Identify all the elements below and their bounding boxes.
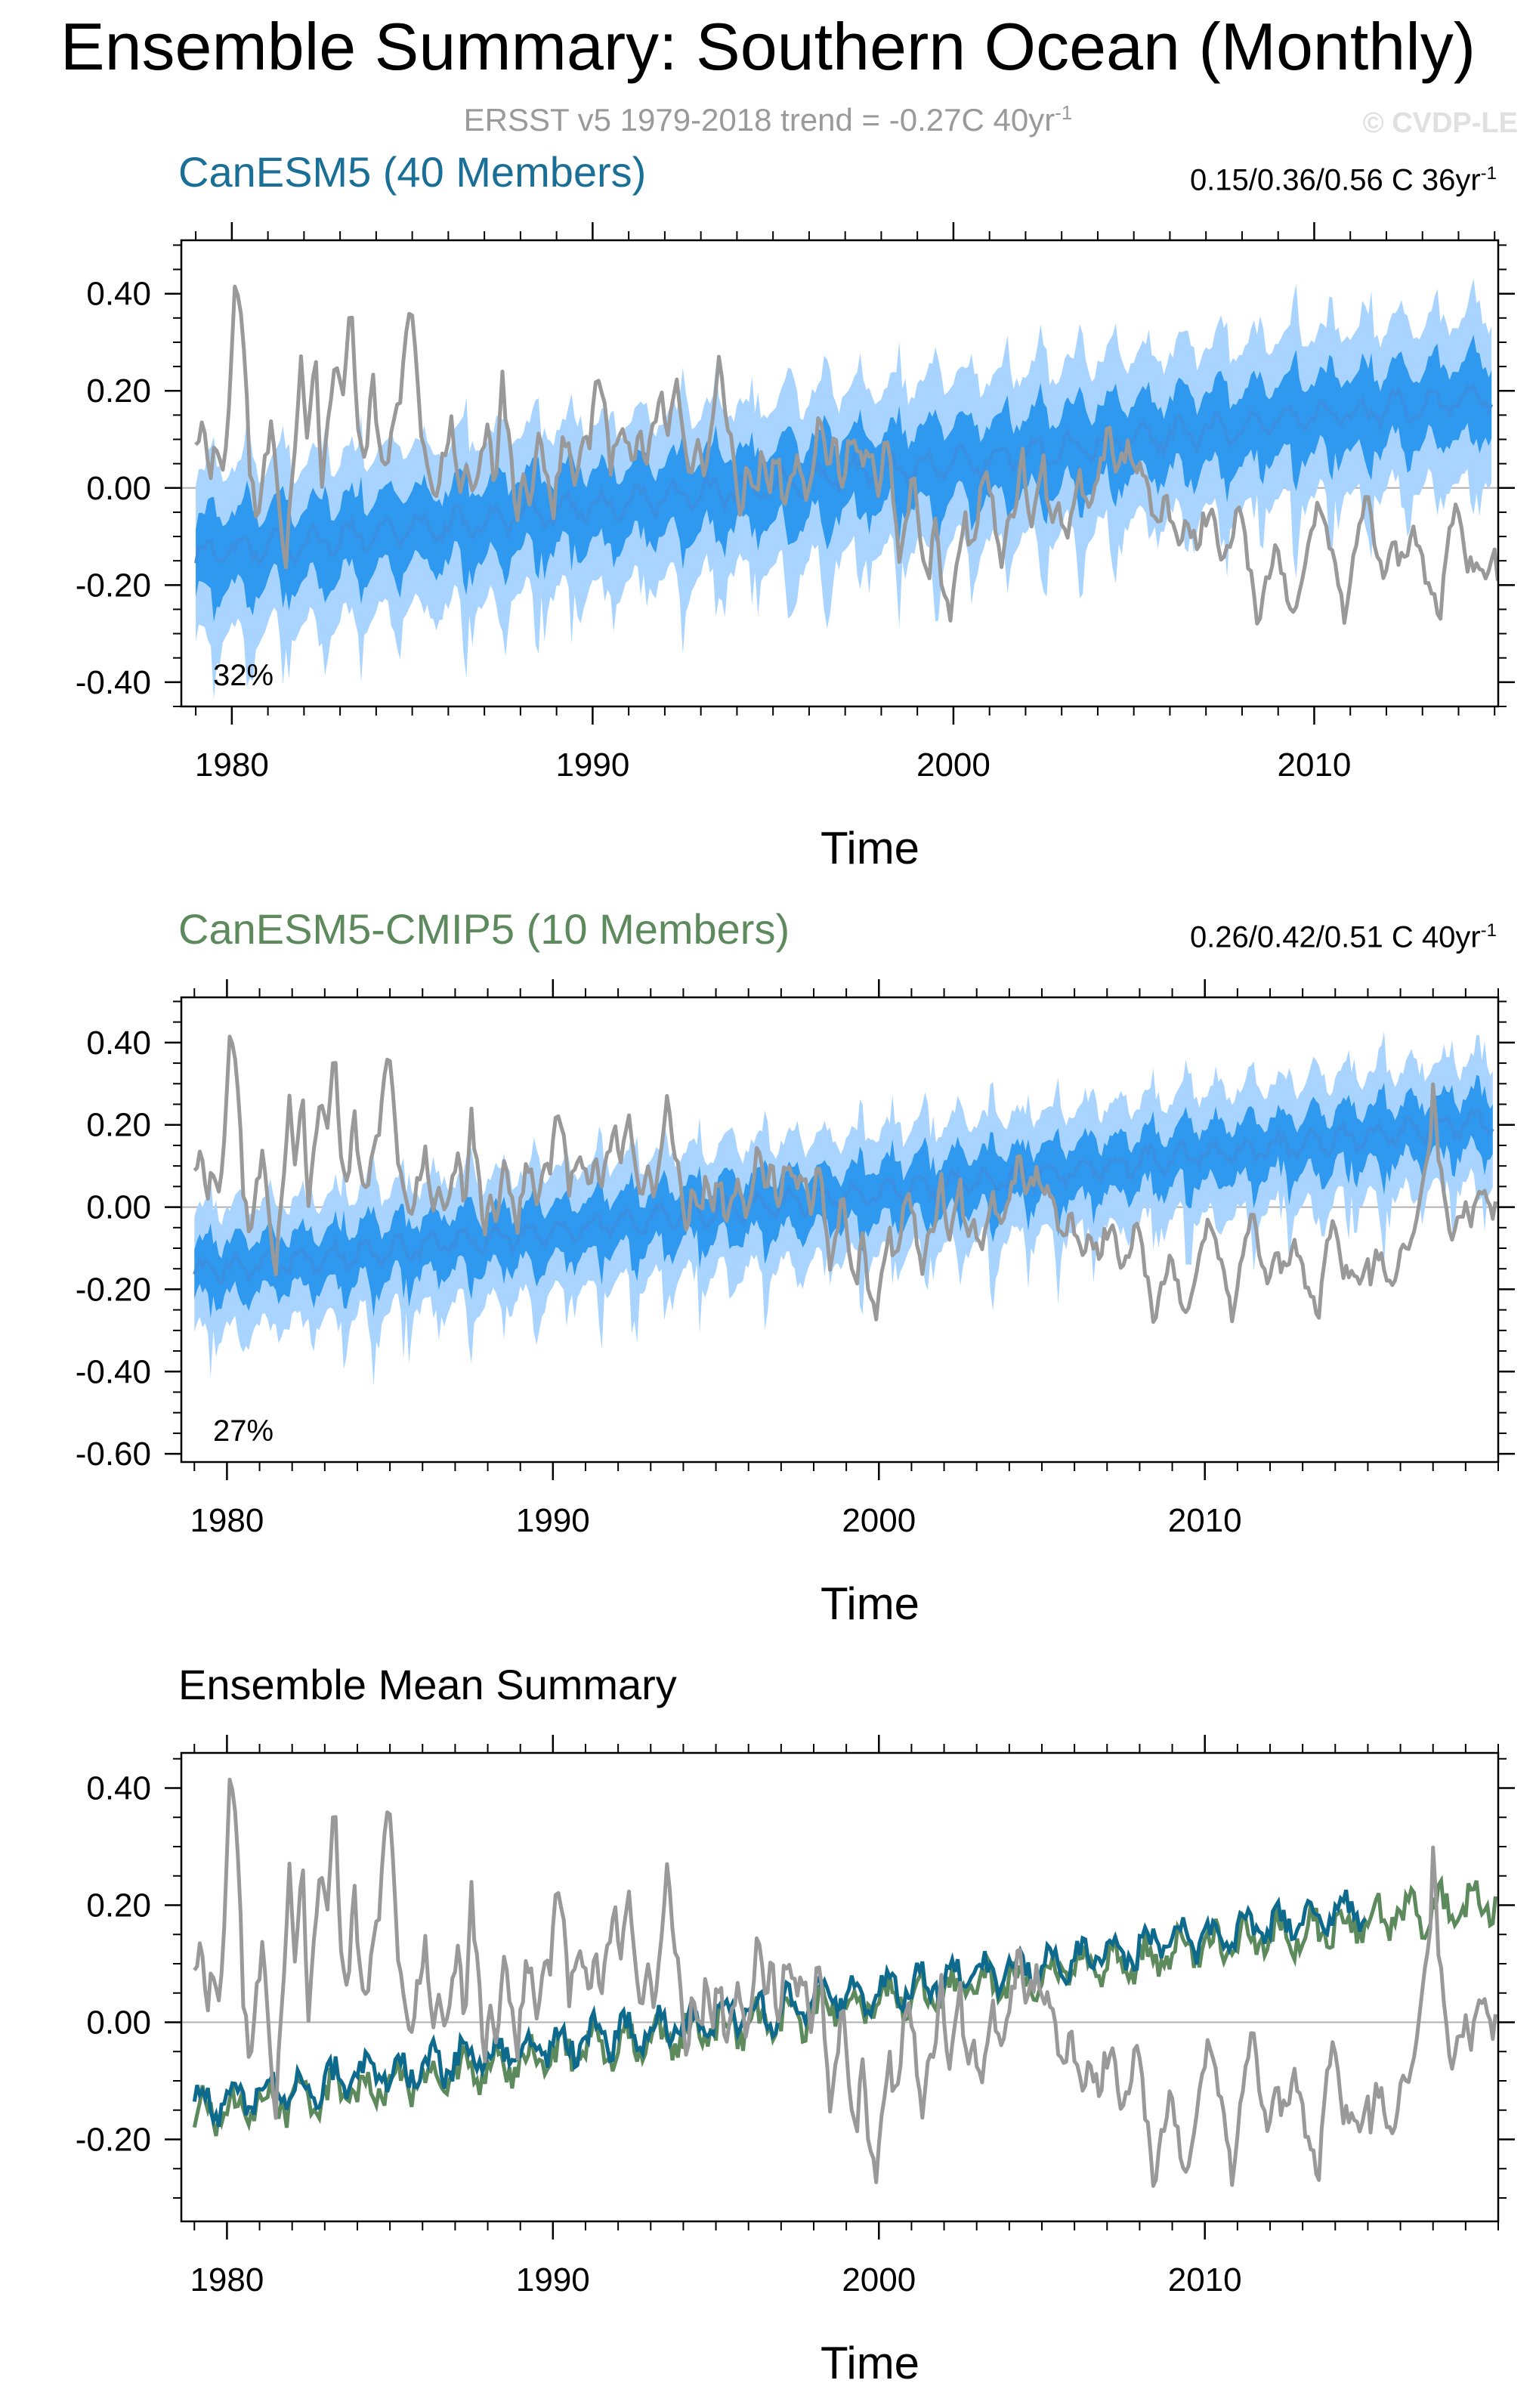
y-tick-label: 0.40 — [86, 1770, 151, 1807]
x-tick-label: 2000 — [916, 747, 991, 784]
panel1-trend-exponent: -1 — [1480, 163, 1497, 184]
panel2-plot-area — [181, 1031, 1498, 1386]
y-tick-label: -0.20 — [76, 567, 151, 604]
y-tick-label: -0.60 — [76, 1436, 151, 1473]
ensemble-inner-spread — [194, 1075, 1493, 1318]
observations-line — [193, 1777, 1497, 2188]
percent-label: 32% — [213, 659, 274, 692]
y-tick-label: 0.00 — [86, 1189, 151, 1226]
percent-label: 27% — [213, 1414, 274, 1448]
x-axis-title: Time — [821, 1578, 919, 1629]
y-tick-label: -0.20 — [76, 1271, 151, 1308]
plot-frame — [180, 1751, 1500, 2223]
y-tick-label: -0.20 — [76, 2122, 151, 2159]
y-tick-label: 0.00 — [86, 2005, 151, 2042]
panel3-plot-area — [181, 1777, 1498, 2188]
plot-frame — [180, 996, 1500, 1464]
copyright-watermark: © CVDP-LE — [1362, 107, 1518, 139]
x-tick-label: 2010 — [1168, 1502, 1242, 1539]
y-tick-label: -0.40 — [76, 1353, 151, 1390]
x-tick-label: 2010 — [1278, 747, 1352, 784]
x-axis-title: Time — [821, 823, 919, 873]
x-tick-label: 1980 — [195, 747, 269, 784]
panel2-trend-exponent: -1 — [1480, 920, 1497, 941]
panel2-chart: 0.40 0.20 0.00 -0.20 -0.40 -0.60 1980 1990 2000 2… — [76, 979, 1515, 1629]
panel1-title: CanESM5 (40 Members) — [178, 148, 647, 196]
y-tick-label: -0.40 — [76, 664, 151, 701]
panel1-trend-text: 0.15/0.36/0.56 C 36yr — [1189, 163, 1481, 197]
y-tick-label: 0.20 — [86, 1887, 151, 1924]
x-tick-label: 1990 — [555, 747, 629, 784]
y-tick-label: 0.00 — [86, 470, 151, 507]
panel2-trend: 0.26/0.42/0.51 C 40yr-1 — [1189, 920, 1497, 954]
panel1-plot-area — [181, 278, 1498, 700]
panel2-trend-text: 0.26/0.42/0.51 C 40yr — [1189, 920, 1481, 954]
subtitle-exponent: -1 — [1055, 101, 1073, 124]
y-tick-label: 0.40 — [86, 276, 151, 313]
y-tick-label: 0.20 — [86, 372, 151, 410]
plot-frame — [180, 239, 1500, 708]
x-tick-label: 1980 — [190, 1502, 264, 1539]
panel1-trend: 0.15/0.36/0.56 C 36yr-1 — [1189, 163, 1497, 197]
panel3-chart: 0.40 0.20 0.00 -0.20 1980 1990 2000 2010 Time — [76, 1735, 1515, 2388]
y-tick-label: 0.20 — [86, 1107, 151, 1144]
subtitle-text: ERSST v5 1979-2018 trend = -0.27C 40yr — [463, 102, 1055, 138]
x-tick-label: 2000 — [842, 2261, 916, 2298]
figure-title: Ensemble Summary: Southern Ocean (Monthl… — [60, 9, 1476, 84]
y-tick-label: 0.40 — [86, 1025, 151, 1062]
x-tick-label: 1980 — [190, 2261, 264, 2298]
panel3-title: Ensemble Mean Summary — [178, 1661, 677, 1708]
x-tick-label: 1990 — [516, 2261, 590, 2298]
panel1-chart: 0.40 0.20 0.00 -0.20 -0.40 1980 1990 2000 2010 Ti… — [76, 222, 1515, 873]
observations-line — [193, 1034, 1497, 1325]
x-tick-label: 2010 — [1168, 2261, 1242, 2298]
figure-subtitle: ERSST v5 1979-2018 trend = -0.27C 40yr-1 — [0, 101, 1536, 138]
observations-line — [194, 284, 1498, 626]
x-tick-label: 1990 — [516, 1502, 590, 1539]
x-tick-label: 2000 — [842, 1502, 916, 1539]
panel2-title: CanESM5-CMIP5 (10 Members) — [178, 905, 790, 953]
x-axis-title: Time — [821, 2338, 919, 2388]
